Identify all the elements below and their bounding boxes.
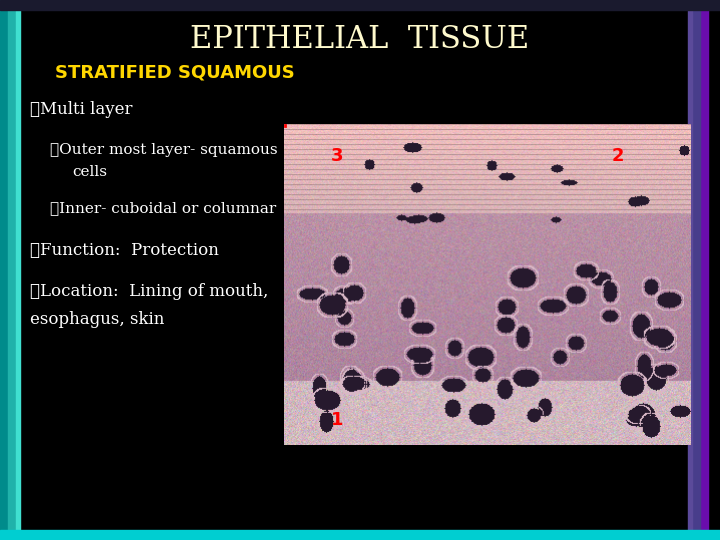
- Bar: [8, 0, 16, 540]
- Text: ❖Multi layer: ❖Multi layer: [30, 102, 132, 118]
- Text: ❖Outer most layer- squamous: ❖Outer most layer- squamous: [50, 143, 278, 157]
- Bar: [0, 530, 720, 540]
- Bar: [0, 0, 8, 540]
- Text: 1: 1: [331, 411, 343, 429]
- Text: 3: 3: [331, 147, 343, 165]
- Bar: [700, 0, 708, 540]
- Text: esophagus, skin: esophagus, skin: [30, 312, 164, 328]
- Text: ❖Function:  Protection: ❖Function: Protection: [30, 241, 219, 259]
- Bar: [0, 0, 720, 10]
- Text: EPITHELIAL  TISSUE: EPITHELIAL TISSUE: [190, 24, 530, 56]
- Text: 2: 2: [612, 147, 624, 165]
- Text: STRATIFIED SQUAMOUS: STRATIFIED SQUAMOUS: [55, 63, 294, 81]
- Bar: [16, 0, 20, 540]
- Bar: [692, 0, 700, 540]
- Bar: [688, 0, 692, 540]
- Text: ❖Inner- cuboidal or columnar: ❖Inner- cuboidal or columnar: [50, 201, 276, 215]
- Text: cells: cells: [72, 165, 107, 179]
- Text: ❖Location:  Lining of mouth,: ❖Location: Lining of mouth,: [30, 284, 269, 300]
